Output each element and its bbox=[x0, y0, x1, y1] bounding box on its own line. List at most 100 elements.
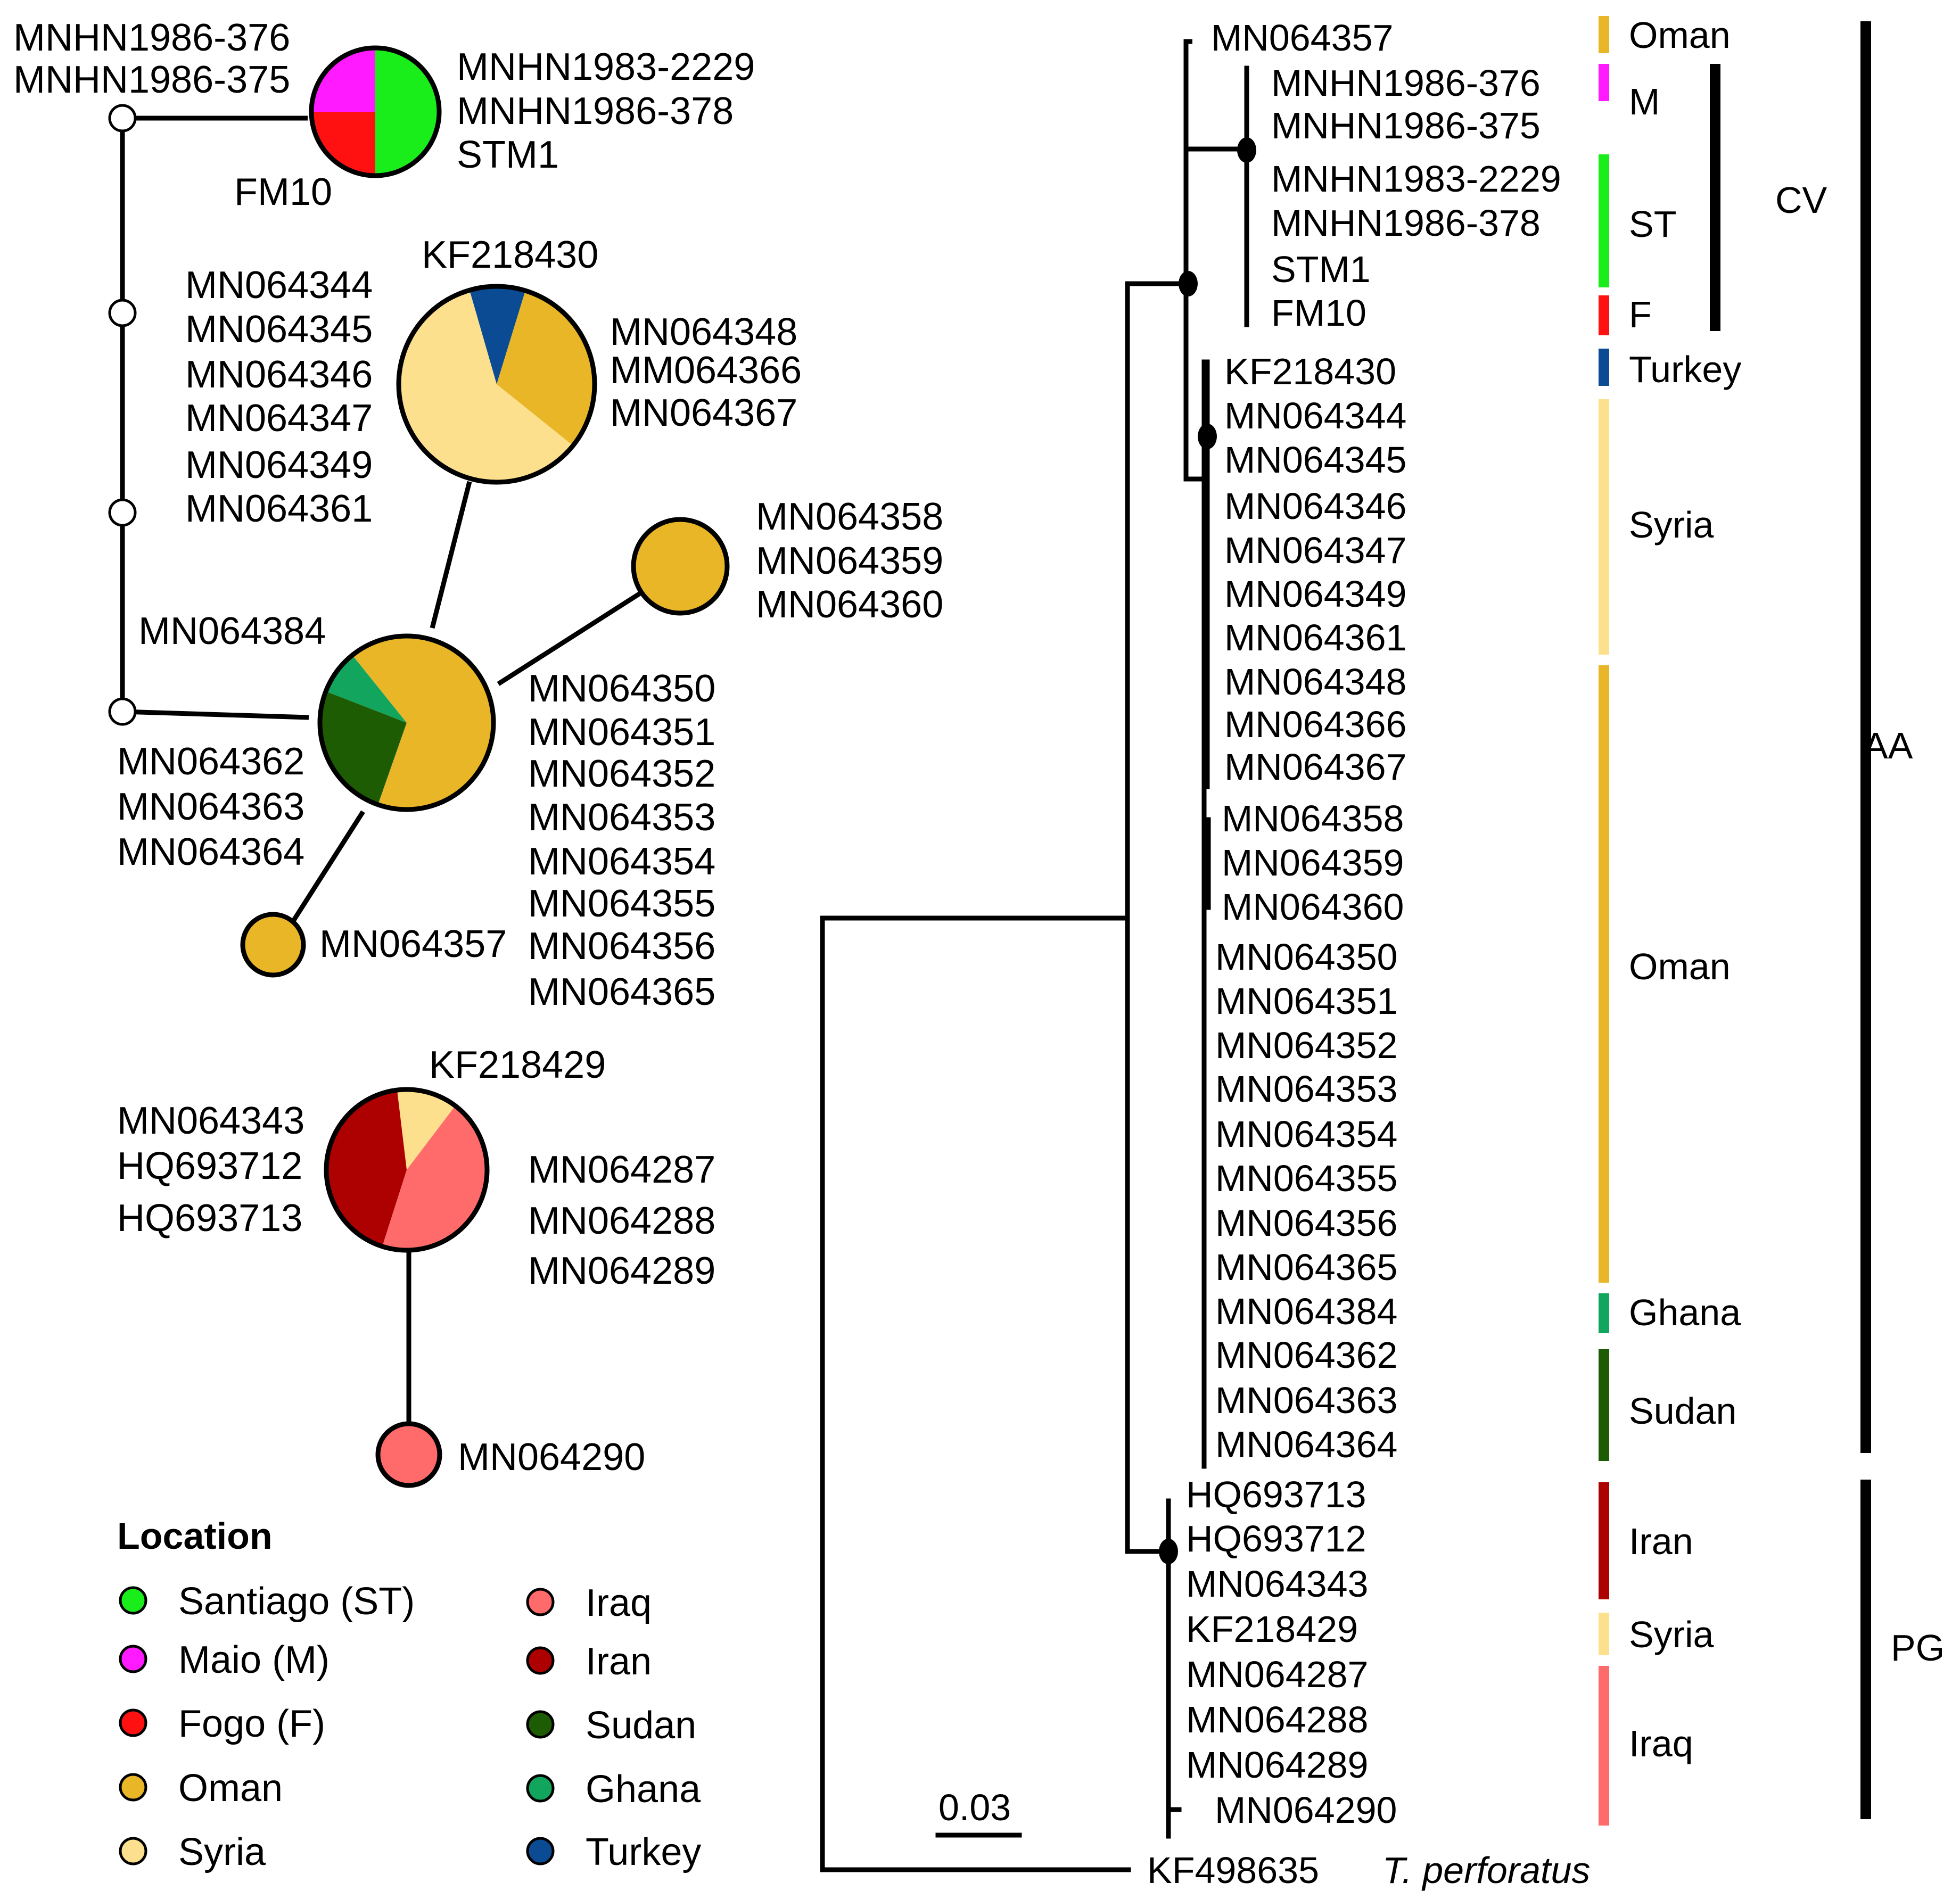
network-label: FM10 bbox=[234, 171, 332, 213]
location-bar-label: Syria bbox=[1629, 504, 1714, 546]
legend-label: Turkey bbox=[586, 1831, 701, 1873]
tree-tip-label: MN064358 bbox=[1222, 798, 1404, 839]
supported-node bbox=[1159, 1539, 1178, 1564]
location-bar bbox=[1599, 64, 1609, 101]
location-bar-label: Iran bbox=[1629, 1521, 1693, 1562]
tree-tip-label: MN064290 bbox=[1215, 1789, 1397, 1831]
legend-label: Ghana bbox=[586, 1768, 701, 1811]
network-label: MN064350 bbox=[528, 667, 715, 710]
location-bar bbox=[1599, 1293, 1609, 1333]
tree-tip-label: MN064361 bbox=[1224, 617, 1406, 658]
haplotype-network bbox=[108, 45, 730, 1488]
outgroup-species: T. perforatus bbox=[1382, 1850, 1590, 1891]
network-label: MN064345 bbox=[185, 308, 373, 351]
tree-tip-label: MN064289 bbox=[1186, 1744, 1368, 1786]
network-label: STM1 bbox=[457, 134, 559, 176]
tree-tip-label: MN064366 bbox=[1224, 704, 1406, 745]
tree-tip-label: MN064343 bbox=[1186, 1563, 1368, 1605]
network-label: MN064343 bbox=[117, 1100, 304, 1142]
network-label: MNHN1986-375 bbox=[13, 59, 290, 101]
tree-tip-label: HQ693712 bbox=[1186, 1518, 1366, 1559]
legend-label: Sudan bbox=[586, 1704, 696, 1747]
legend-title: Location bbox=[117, 1515, 273, 1557]
location-bar-label: Syria bbox=[1629, 1614, 1714, 1655]
tree-tip-label: HQ693713 bbox=[1186, 1474, 1366, 1515]
location-bar bbox=[1599, 665, 1609, 1283]
tree-tip-label: MN064363 bbox=[1215, 1380, 1397, 1421]
median-vector-node bbox=[108, 299, 137, 327]
haplotype-pie-pg bbox=[324, 1087, 490, 1253]
tree-clade-bars: CV AA PG bbox=[1710, 21, 1945, 1819]
legend-swatch bbox=[526, 1774, 555, 1803]
location-bar bbox=[1599, 1482, 1609, 1599]
location-bar bbox=[1599, 1613, 1609, 1655]
network-label: MN064355 bbox=[528, 882, 715, 925]
haplotype-pie-oman-small bbox=[631, 517, 730, 616]
supported-node bbox=[1198, 424, 1217, 449]
legend-swatch bbox=[119, 1708, 147, 1737]
tree-tip-label: MN064348 bbox=[1224, 661, 1406, 703]
tree-tip-label: MN064345 bbox=[1224, 439, 1406, 481]
location-bar-label: ST bbox=[1629, 203, 1676, 245]
network-label: MN064384 bbox=[138, 610, 326, 653]
network-edge bbox=[122, 709, 309, 720]
haplotype-pie-cape-verde bbox=[309, 45, 442, 178]
pie-slice-syria bbox=[397, 1089, 455, 1170]
tree-tip-label: MN064356 bbox=[1215, 1202, 1397, 1244]
legend-swatch bbox=[119, 1837, 147, 1865]
location-legend: Location Santiago (ST) Maio (M) Fogo (F) Om… bbox=[117, 1515, 701, 1873]
network-label: MN064360 bbox=[756, 583, 943, 626]
network-label: MN064365 bbox=[528, 971, 715, 1013]
tree-tip-label: MN064364 bbox=[1215, 1424, 1397, 1465]
network-label: MNHN1986-376 bbox=[13, 16, 290, 59]
network-label: MNHN1986-378 bbox=[457, 90, 734, 133]
pie-slice-oman bbox=[352, 636, 493, 810]
network-label: MN064348 bbox=[610, 311, 797, 353]
network-label: MN064358 bbox=[756, 496, 943, 538]
location-bar-label: Iraq bbox=[1629, 1723, 1693, 1764]
legend-label: Maio (M) bbox=[178, 1639, 330, 1681]
tree-tip-label: MN064384 bbox=[1215, 1291, 1397, 1332]
haplotype-pie-iraq-small bbox=[375, 1421, 442, 1488]
network-label: MN064289 bbox=[528, 1250, 715, 1292]
tree-tip-label: MN064353 bbox=[1215, 1068, 1397, 1110]
network-label: MN064347 bbox=[185, 397, 373, 440]
network-edge bbox=[497, 589, 646, 686]
network-edge bbox=[290, 810, 365, 925]
tree-tip-label: MN064354 bbox=[1215, 1113, 1397, 1155]
tree-tip-label: MN064288 bbox=[1186, 1699, 1368, 1740]
location-bar-label: M bbox=[1629, 81, 1660, 122]
pie-slice-oman bbox=[497, 291, 595, 445]
pie-slice-iraq bbox=[382, 1106, 487, 1250]
clade-label: AA bbox=[1863, 725, 1913, 766]
legend-swatch bbox=[526, 1710, 555, 1739]
tree-tip-label: MN064367 bbox=[1224, 746, 1406, 788]
network-label: HQ693713 bbox=[117, 1197, 302, 1240]
legend-label: Iraq bbox=[586, 1582, 652, 1624]
location-bar bbox=[1599, 1666, 1609, 1826]
legend-swatch bbox=[526, 1837, 555, 1865]
network-label: MN064354 bbox=[528, 840, 715, 883]
location-bar bbox=[1599, 1349, 1609, 1461]
location-bar bbox=[1599, 399, 1609, 655]
supported-node bbox=[1179, 271, 1198, 296]
location-bar bbox=[1599, 295, 1609, 335]
network-label: MN064290 bbox=[458, 1436, 645, 1479]
location-bar-label: Oman bbox=[1629, 14, 1731, 56]
tree-tip-label: MN064365 bbox=[1215, 1246, 1397, 1288]
network-label: MN064367 bbox=[610, 392, 797, 434]
pie-slice-maio bbox=[311, 48, 375, 112]
pie-slice-sudan bbox=[319, 691, 407, 805]
tree-tip-label: KF218430 bbox=[1224, 351, 1396, 392]
network-label: MN064288 bbox=[528, 1200, 715, 1242]
tree-tip-label: MN064355 bbox=[1215, 1158, 1397, 1199]
network-label: MN064357 bbox=[319, 923, 507, 965]
pie-slice-turkey bbox=[470, 286, 525, 384]
tree-tip-label: STM1 bbox=[1271, 249, 1371, 290]
network-label: MNHN1983-2229 bbox=[457, 46, 755, 88]
location-bar-label: Oman bbox=[1629, 946, 1731, 987]
network-label: MN064359 bbox=[756, 540, 943, 582]
tree-tip-label: KF218429 bbox=[1186, 1608, 1358, 1650]
pie-slice-ghana bbox=[326, 655, 407, 723]
median-vector-node bbox=[108, 498, 137, 527]
